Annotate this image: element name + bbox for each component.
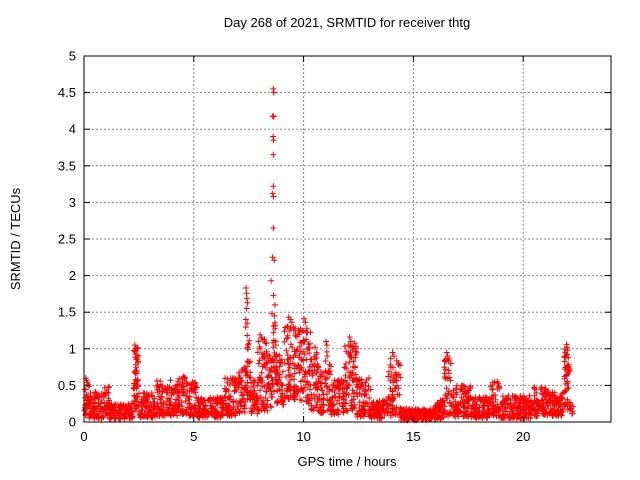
y-tick-label: 3 [69, 195, 76, 210]
y-tick-label: 2.5 [58, 232, 76, 247]
x-tick-label: 10 [296, 429, 310, 444]
x-tick-label: 15 [406, 429, 420, 444]
y-tick-labels: 0 0.5 1 1.5 2 2.5 3 3.5 4 4.5 5 [58, 49, 76, 430]
y-tick-label: 0 [69, 415, 76, 430]
y-axis-label: SRMTID / TECUs [8, 187, 23, 290]
scatter-points [81, 319, 577, 424]
peak-points [82, 85, 571, 384]
y-tick-label: 0.5 [58, 378, 76, 393]
y-tick-label: 4 [69, 122, 76, 137]
x-tick-label: 0 [80, 429, 87, 444]
x-tick-label: 20 [516, 429, 530, 444]
y-tick-label: 3.5 [58, 158, 76, 173]
y-tick-label: 4.5 [58, 85, 76, 100]
x-axis-label: GPS time / hours [298, 454, 397, 469]
chart-title: Day 268 of 2021, SRMTID for receiver tht… [224, 15, 470, 30]
x-tick-labels: 0 5 10 15 20 [80, 429, 530, 444]
y-tick-label: 2 [69, 268, 76, 283]
y-tick-label: 5 [69, 49, 76, 64]
tick-marks [83, 55, 611, 423]
x-tick-label: 5 [190, 429, 197, 444]
y-tick-label: 1.5 [58, 305, 76, 320]
y-tick-label: 1 [69, 341, 76, 356]
